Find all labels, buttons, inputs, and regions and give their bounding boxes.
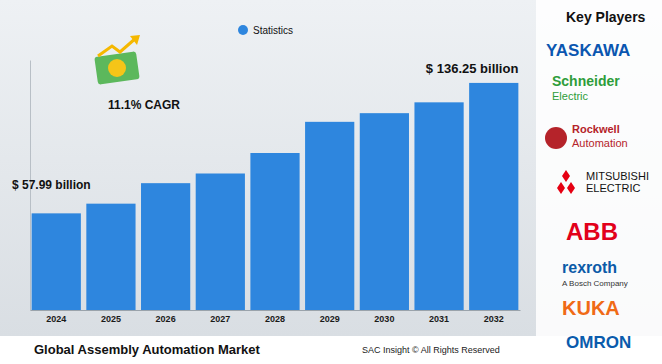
x-tick: 2029 xyxy=(320,310,340,324)
x-tick-label: 2026 xyxy=(156,314,176,324)
logo-icon xyxy=(557,182,565,194)
bar xyxy=(196,174,245,311)
key-player-name: MITSUBISHI xyxy=(586,170,649,182)
x-tick: 2025 xyxy=(101,310,121,324)
key-player-name: A Bosch Company xyxy=(562,279,628,288)
source: SAC Insight © All Rights Reserved xyxy=(362,345,500,355)
key-player-name: ABB xyxy=(566,218,618,245)
chart: 2024 2025 2026 2027 2028 2029 2030 2031 2032 Stat… xyxy=(0,0,662,364)
key-player: YASKAWA xyxy=(546,41,630,60)
key-player: MITSUBISHIELECTRIC xyxy=(557,170,649,194)
icon-arrow xyxy=(98,38,136,56)
x-tick-label: 2031 xyxy=(429,314,449,324)
x-axis-line xyxy=(31,310,521,311)
title: Global Assembly Automation Market xyxy=(34,342,261,357)
background xyxy=(0,0,662,336)
legend-label: Statistics xyxy=(253,25,293,36)
bar xyxy=(141,183,190,310)
logo-icon xyxy=(545,127,567,149)
end-value-label: $ 136.25 billion xyxy=(426,61,519,76)
key-player-name: ELECTRIC xyxy=(586,182,640,194)
money-icon xyxy=(94,35,140,85)
key-player: ABB xyxy=(566,218,618,245)
start-value-label: $ 57.99 billion xyxy=(12,178,91,192)
x-axis: 2024 2025 2026 2027 2028 2029 2030 2031 2032 xyxy=(31,310,521,324)
logo-icon xyxy=(562,170,570,182)
x-tick-label: 2032 xyxy=(484,314,504,324)
x-tick: 2026 xyxy=(156,310,176,324)
x-tick: 2030 xyxy=(374,310,394,324)
x-tick-label: 2028 xyxy=(265,314,285,324)
key-player-name: Rockwell xyxy=(572,123,620,135)
x-tick: 2032 xyxy=(484,310,504,324)
legend-swatch xyxy=(238,25,248,35)
x-tick: 2031 xyxy=(429,310,449,324)
icon-coin xyxy=(108,59,126,77)
key-player-name: YASKAWA xyxy=(546,41,630,60)
legend: Statistics xyxy=(238,25,293,36)
key-players-panel xyxy=(536,0,662,336)
bar xyxy=(469,83,518,310)
icon-arrow-head xyxy=(130,35,140,45)
x-tick-label: 2025 xyxy=(101,314,121,324)
key-player-name: KUKA xyxy=(562,297,620,319)
bar xyxy=(414,102,463,310)
key-player: rexroth A Bosch Company xyxy=(562,259,628,288)
key-player: Rockwell Automation xyxy=(545,123,628,149)
x-tick: 2028 xyxy=(265,310,285,324)
bar xyxy=(86,204,135,310)
key-players-title: Key Players xyxy=(566,9,646,25)
cagr-label: 11.1% CAGR xyxy=(108,98,180,112)
x-tick: 2024 xyxy=(46,310,66,324)
logo-icon xyxy=(567,182,575,194)
bar xyxy=(305,122,354,310)
key-player-name: rexroth xyxy=(562,259,617,276)
bar xyxy=(360,113,409,310)
key-player: OMRON xyxy=(566,333,631,352)
key-player-name: Schneider xyxy=(552,73,620,89)
key-player-name: Electric xyxy=(552,90,589,102)
bar xyxy=(250,153,299,310)
icon-bill xyxy=(94,51,139,85)
x-tick: 2027 xyxy=(210,310,230,324)
x-tick-label: 2027 xyxy=(210,314,230,324)
key-player: SchneiderElectric xyxy=(552,73,620,102)
key-player-name: Automation xyxy=(572,137,628,149)
x-tick-label: 2029 xyxy=(320,314,340,324)
key-player: KUKA xyxy=(562,297,620,319)
x-tick-label: 2030 xyxy=(374,314,394,324)
footer-band xyxy=(0,336,662,364)
bar xyxy=(32,213,81,310)
key-player-name: OMRON xyxy=(566,333,631,352)
bars xyxy=(32,83,519,310)
x-tick-label: 2024 xyxy=(46,314,66,324)
